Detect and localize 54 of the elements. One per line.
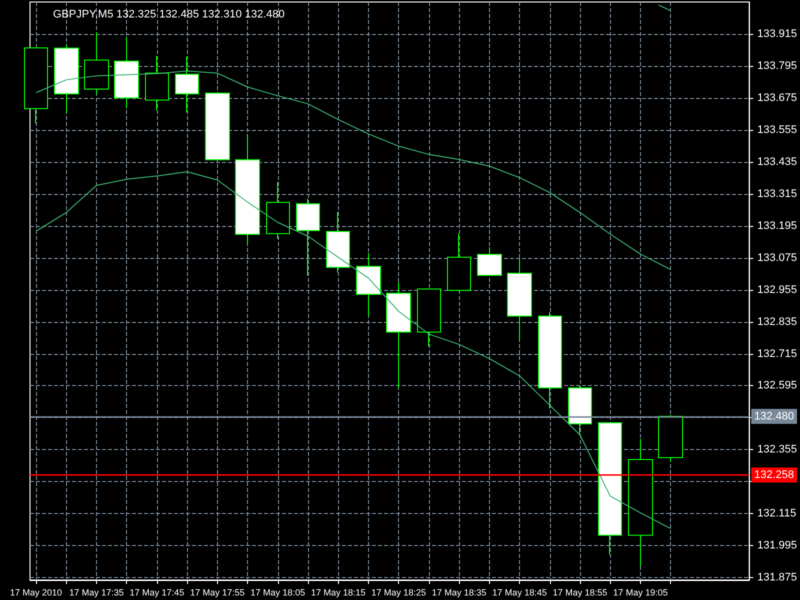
x-tick-label: 17 May 18:45 [492,588,547,598]
candlestick [54,44,79,114]
x-tick-label: 17 May 18:05 [250,588,306,598]
y-tick-label: 133.675 [757,92,798,104]
candlestick [507,258,532,342]
y-tick-label: 133.555 [757,124,798,136]
candlestick [114,36,139,109]
x-tick-label: 17 May 17:55 [190,588,245,598]
x-tick-label: 17 May 18:35 [432,588,486,598]
candlestick [266,182,290,240]
candlestick [175,56,199,113]
x-tick-label: 17 May 18:25 [371,588,426,598]
y-tick-label: 133.435 [757,156,798,168]
candlestick [24,47,48,124]
candlestick [386,282,411,388]
x-tick-label: 17 May 18:15 [310,588,366,598]
candlestick [356,252,381,317]
line-series [36,171,672,530]
y-tick-label: 133.915 [757,28,798,40]
candlestick [477,246,502,276]
y-tick-label: 132.715 [757,348,798,360]
ref-line-label: 132.258 [754,469,794,482]
x-tick-label: 17 May 17:45 [130,588,184,598]
line-series [36,70,672,270]
ref-line-label: 132.480 [754,410,794,422]
candlestick [628,438,653,567]
y-tick-label: 132.595 [757,380,798,392]
candlestick [235,134,260,244]
candlestick [598,422,622,556]
candlestick [296,198,320,276]
y-tick-label: 132.835 [757,316,798,328]
x-tick-label: 17 May 17:35 [69,588,124,598]
candlestick [145,55,169,111]
text: GBPJPY,M5 132.325 132.485 132.310 132.480 [53,8,285,20]
candlestick [568,384,592,436]
y-tick-label: 132.355 [757,444,798,456]
x-tick-label: 17 May 2010 [10,588,62,598]
y-tick-label: 133.075 [757,252,798,264]
candlestick [326,211,350,273]
x-tick-label: 17 May 19:05 [613,588,668,598]
y-tick-label: 133.315 [757,188,798,200]
y-tick-label: 132.115 [757,508,796,520]
y-tick-label: 132.955 [757,284,798,296]
candlestick [447,233,471,292]
y-tick-label: 131.875 [757,572,798,584]
x-tick-label: 17 May 18:55 [552,588,608,598]
candlestick [538,312,562,409]
y-tick-label: 133.195 [757,220,798,232]
candlestick [84,32,109,95]
y-tick-label: 133.795 [757,60,798,72]
y-tick-label: 131.995 [757,540,798,552]
candlestick [658,414,683,462]
candlestick [417,288,441,348]
candlestick [205,92,230,160]
